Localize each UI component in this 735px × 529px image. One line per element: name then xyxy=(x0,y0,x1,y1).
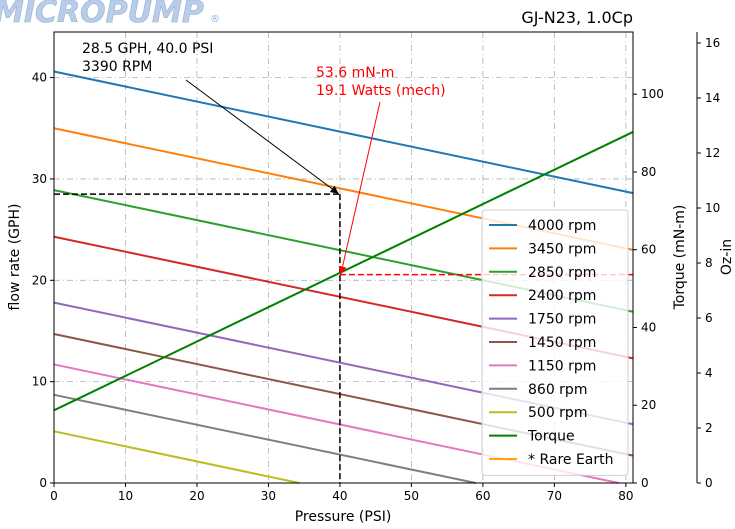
torque-tick-label: 20 xyxy=(641,398,656,412)
operating-point-label-line2: 3390 RPM xyxy=(82,59,152,75)
annotations: 28.5 GPH, 40.0 PSI 3390 RPM 53.6 mN-m 19.1 … xyxy=(82,41,446,275)
torque-tick-label: 80 xyxy=(641,165,656,179)
legend-label: 1450 rpm xyxy=(528,335,596,351)
y-axis-ticks: 0 10 20 30 40 xyxy=(32,71,54,490)
y-tick-label: 10 xyxy=(32,375,47,389)
torque-tick-label: 40 xyxy=(641,320,656,334)
plot-frame xyxy=(53,31,634,484)
legend-label: Torque xyxy=(527,429,575,445)
legend-label: 1150 rpm xyxy=(528,358,596,374)
torque-label-line1: 53.6 mN-m xyxy=(316,65,394,81)
torque-axis-ticks: 0 20 40 60 80 100 xyxy=(633,87,664,490)
oz-in-tick-label: 8 xyxy=(705,256,713,270)
legend-label: * Rare Earth xyxy=(528,452,614,468)
x-tick-label: 50 xyxy=(404,489,419,503)
legend-label: 2400 rpm xyxy=(528,288,596,304)
legend-box xyxy=(481,209,629,476)
oz-in-tick-label: 12 xyxy=(705,146,720,160)
x-tick-label: 10 xyxy=(118,489,133,503)
legend-label: 860 rpm xyxy=(528,382,587,398)
torque-tick-label: 60 xyxy=(641,243,656,257)
oz-in-tick-label: 10 xyxy=(705,201,720,215)
operating-point-label-line1: 28.5 GPH, 40.0 PSI xyxy=(82,41,213,57)
torque-label-line2: 19.1 Watts (mech) xyxy=(316,83,446,99)
torque-axis-label: Torque (mN-m) xyxy=(672,205,688,311)
y-tick-label: 0 xyxy=(39,476,47,490)
legend: 4000 rpm 3450 rpm 2850 rpm 2400 rpm 1750 rpm… xyxy=(481,209,629,476)
oz-in-axis-label: Oz-in xyxy=(719,239,735,275)
torque-tick-label: 100 xyxy=(641,87,664,101)
x-tick-label: 70 xyxy=(547,489,562,503)
x-axis-label: Pressure (PSI) xyxy=(295,509,392,525)
y-axis-label: flow rate (GPH) xyxy=(7,204,23,311)
x-tick-label: 30 xyxy=(261,489,276,503)
x-axis-ticks: 0 10 20 30 40 50 60 70 80 xyxy=(50,483,633,503)
operating-point-arrow xyxy=(185,79,339,194)
legend-label: 4000 rpm xyxy=(528,218,596,234)
torque-tick-label: 0 xyxy=(641,476,649,490)
oz-in-tick-label: 6 xyxy=(705,311,713,325)
legend-label: 1750 rpm xyxy=(528,312,596,328)
registered-mark: ® xyxy=(210,14,220,25)
x-tick-label: 60 xyxy=(475,489,490,503)
series-line xyxy=(53,70,634,195)
oz-in-tick-label: 16 xyxy=(705,36,720,50)
legend-label: 3450 rpm xyxy=(528,241,596,257)
oz-in-tick-label: 14 xyxy=(705,91,720,105)
y-tick-label: 30 xyxy=(32,172,47,186)
legend-label: 500 rpm xyxy=(528,405,587,421)
y-tick-label: 40 xyxy=(32,71,47,85)
oz-in-tick-label: 2 xyxy=(705,421,713,435)
series-line xyxy=(53,430,300,484)
torque-arrow xyxy=(338,101,381,275)
x-tick-label: 40 xyxy=(332,489,347,503)
x-tick-label: 0 xyxy=(50,489,58,503)
oz-in-tick-label: 0 xyxy=(705,476,713,490)
series-line xyxy=(53,393,476,484)
legend-label: 2850 rpm xyxy=(528,265,596,281)
x-tick-label: 80 xyxy=(618,489,633,503)
y-tick-label: 20 xyxy=(32,273,47,287)
micropump-logo: MICROPUMP xyxy=(0,0,204,30)
chart-title: GJ-N23, 1.0Cp xyxy=(521,8,633,27)
x-tick-label: 20 xyxy=(189,489,204,503)
oz-in-axis-ticks: 0 2 4 6 8 10 12 14 16 xyxy=(697,36,720,490)
oz-in-tick-label: 4 xyxy=(705,366,713,380)
